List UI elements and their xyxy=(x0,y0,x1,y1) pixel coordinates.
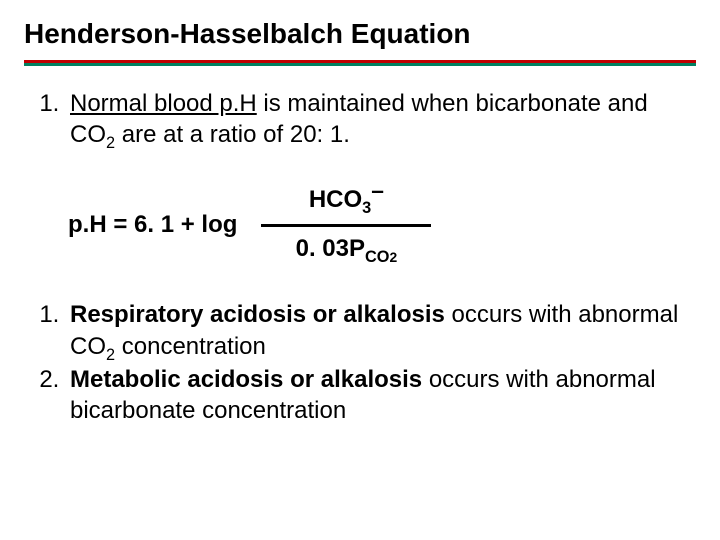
conditions-list: Respiratory acidosis or alkalosis occurs… xyxy=(24,299,696,426)
equation-fraction: HCO3– 0. 03PCO2 xyxy=(261,184,431,265)
fraction-numerator: HCO3– xyxy=(301,184,392,224)
equation-lhs: p.H = 6. 1 + log xyxy=(68,211,237,239)
bold-text: Metabolic acidosis or alkalosis xyxy=(70,366,429,393)
text: are at a ratio of 20: 1. xyxy=(115,121,350,148)
underlined-text: Normal blood p.H xyxy=(70,90,257,117)
text: concentration xyxy=(115,333,266,360)
superscript: – xyxy=(371,177,384,203)
text: 0. 03P xyxy=(296,235,365,262)
subscript: CO2 xyxy=(365,248,397,266)
subscript: 2 xyxy=(106,345,115,363)
list-item: Normal blood p.H is maintained when bica… xyxy=(66,88,696,150)
subscript: 3 xyxy=(362,199,371,217)
list-item: Respiratory acidosis or alkalosis occurs… xyxy=(66,299,696,361)
text: HCO xyxy=(309,186,362,213)
title-rule xyxy=(24,60,696,66)
equation: p.H = 6. 1 + log HCO3– 0. 03PCO2 xyxy=(68,184,696,265)
slide-title: Henderson-Hasselbalch Equation xyxy=(24,18,696,50)
intro-list: Normal blood p.H is maintained when bica… xyxy=(24,88,696,150)
fraction-denominator: 0. 03PCO2 xyxy=(288,227,406,265)
list-item: Metabolic acidosis or alkalosis occurs w… xyxy=(66,364,696,426)
bold-text: Respiratory acidosis or alkalosis xyxy=(70,301,452,328)
subscript: 2 xyxy=(106,134,115,152)
